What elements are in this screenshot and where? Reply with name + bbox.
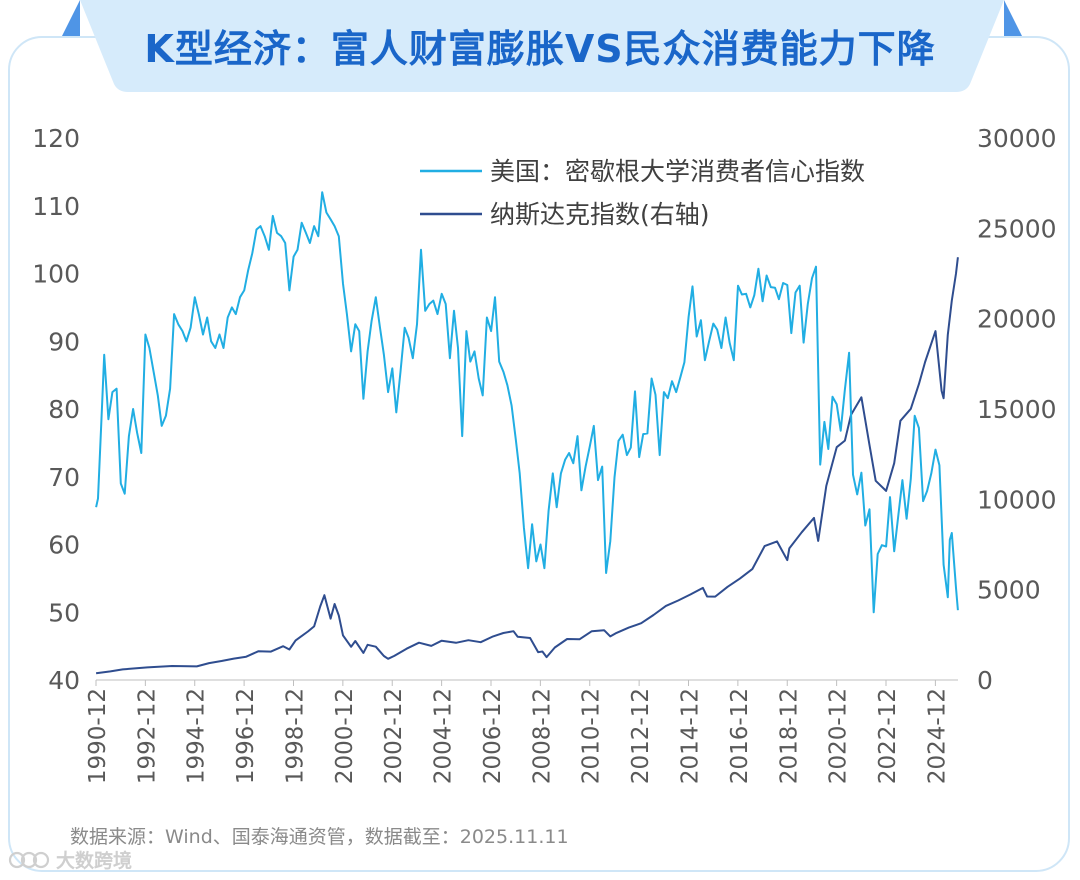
left-axis-tick-label: 100	[32, 260, 80, 289]
left-axis-tick-label: 110	[32, 192, 80, 221]
right-axis-tick-label: 15000	[977, 395, 1057, 424]
x-axis-tick-label: 2000-12	[332, 688, 358, 784]
left-axis-tick-label: 80	[48, 395, 80, 424]
right-axis-tick-label: 20000	[977, 305, 1057, 334]
x-axis-tick-label: 2024-12	[924, 688, 950, 784]
watermark-text: 大数跨境	[56, 850, 133, 872]
x-axis-tick-label: 2022-12	[875, 688, 901, 784]
x-axis-tick-label: 2018-12	[776, 688, 802, 784]
x-axis-tick-label: 2008-12	[529, 688, 555, 784]
left-axis-tick-label: 60	[48, 531, 80, 560]
x-axis-tick-label: 1992-12	[134, 688, 160, 784]
legend-label: 纳斯达克指数(右轴)	[490, 200, 710, 229]
series-line-consumer-sentiment	[95, 191, 959, 614]
left-axis-tick-label: 120	[32, 124, 80, 153]
chart-card	[8, 36, 1070, 872]
series-line-nasdaq	[95, 257, 959, 675]
x-axis-tick-label: 1996-12	[233, 688, 259, 784]
x-axis-tick-label: 2006-12	[480, 688, 506, 784]
x-axis-tick-label: 2014-12	[677, 688, 703, 784]
title-banner	[62, 0, 1022, 96]
x-axis-tick-label: 2020-12	[826, 688, 852, 784]
legend-label: 美国：密歇根大学消费者信心指数	[490, 157, 865, 186]
left-axis-tick-label: 40	[48, 666, 80, 695]
x-axis-tick-label: 2016-12	[727, 688, 753, 784]
x-axis-tick-label: 2002-12	[381, 688, 407, 784]
right-axis-tick-label: 0	[977, 666, 993, 695]
right-axis-tick-label: 30000	[977, 124, 1057, 153]
x-axis-tick-label: 2012-12	[628, 688, 654, 784]
right-axis-tick-label: 25000	[977, 214, 1057, 243]
x-axis-tick-label: 1998-12	[282, 688, 308, 784]
x-axis-tick-label: 1990-12	[85, 688, 111, 784]
left-axis-tick-label: 50	[48, 598, 80, 627]
right-axis-tick-label: 5000	[977, 576, 1041, 605]
right-axis-tick-label: 10000	[977, 485, 1057, 514]
left-axis-tick-label: 70	[48, 463, 80, 492]
chart-title: K型经济：富人财富膨胀VS民众消费能力下降	[144, 26, 936, 71]
source-note: 数据来源：Wind、国泰海通资管，数据截至：2025.11.11	[70, 826, 569, 848]
left-axis-tick-label: 90	[48, 327, 80, 356]
x-axis-tick-label: 2004-12	[431, 688, 457, 784]
logo-icon	[8, 851, 50, 868]
x-axis-tick-label: 2010-12	[579, 688, 605, 784]
watermark: 大数跨境	[8, 846, 132, 873]
x-axis-tick-label: 1994-12	[184, 688, 210, 784]
